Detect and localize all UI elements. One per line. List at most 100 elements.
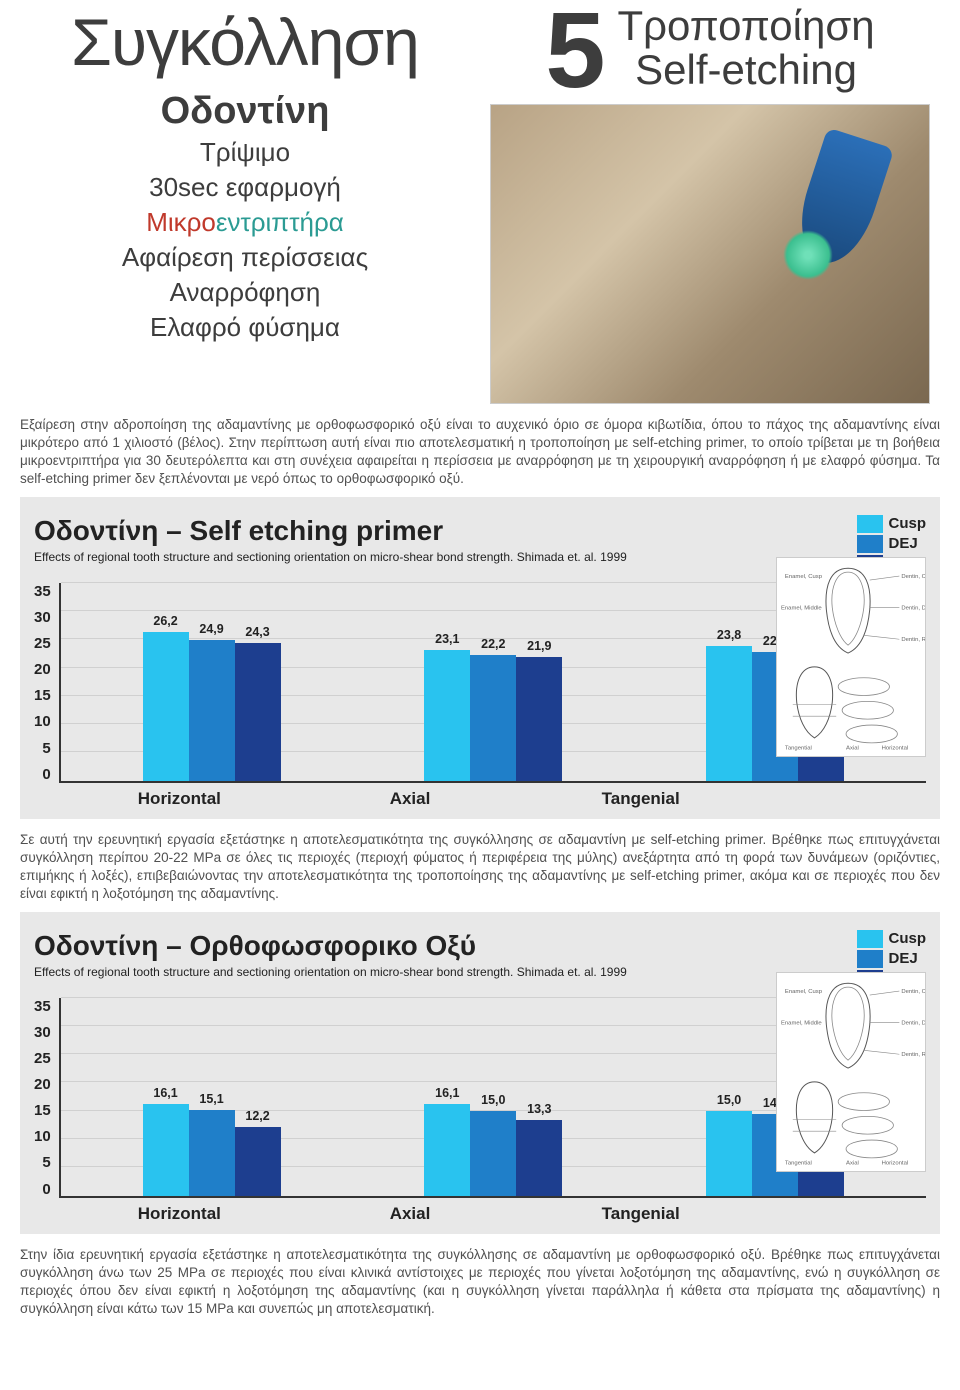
chart-title: Οδοντίνη – Self etching primer <box>34 515 627 547</box>
bar-value-label: 22,2 <box>470 637 516 651</box>
svg-text:Dentin, Root: Dentin, Root <box>901 1052 925 1058</box>
step-item: Μικροεντριπτήρα <box>20 205 470 240</box>
x-label: Tangenial <box>525 1198 756 1224</box>
clinical-photo <box>490 104 930 404</box>
bar-value-label: 16,1 <box>424 1086 470 1100</box>
bar: 15,0 <box>470 1111 516 1196</box>
bar-value-label: 15,0 <box>706 1093 752 1107</box>
svg-text:Dentin, DEJ: Dentin, DEJ <box>901 605 925 611</box>
chart-title: Οδοντίνη – Ορθοφωσφορικο Οξύ <box>34 930 627 962</box>
mod-title-line2: Self-etching <box>635 46 857 93</box>
svg-text:Enamel, Cusp: Enamel, Cusp <box>785 989 823 995</box>
bar-value-label: 23,1 <box>424 632 470 646</box>
legend-label: DEJ <box>889 950 918 967</box>
paragraph-1: Εξαίρεση στην αδροποίηση της αδαμαντίνης… <box>20 416 940 489</box>
bar-group: 16,115,013,3 <box>352 998 634 1196</box>
bar-group: 16,115,112,2 <box>71 998 353 1196</box>
bar-value-label: 13,3 <box>516 1102 562 1116</box>
x-label: Horizontal <box>64 783 295 809</box>
legend-item: DEJ <box>857 535 927 553</box>
number-title: 5 Τροποποίηση Self-etching <box>545 4 874 96</box>
y-tick: 0 <box>42 766 50 783</box>
bar-value-label: 21,9 <box>516 639 562 653</box>
steps-list: Τρίψιμο30sec εφαρμογήΜικροεντριπτήραΑφαί… <box>20 135 470 346</box>
y-tick: 25 <box>34 635 51 652</box>
legend-item: Cusp <box>857 515 927 533</box>
legend-item: Cusp <box>857 930 927 948</box>
y-tick: 35 <box>34 583 51 600</box>
legend-item: DEJ <box>857 950 927 968</box>
svg-text:Dentin, DEJ: Dentin, DEJ <box>901 1020 925 1026</box>
bar: 26,2 <box>143 632 189 780</box>
svg-text:Enamel, Middle: Enamel, Middle <box>781 605 822 611</box>
bar-group: 23,122,221,9 <box>352 583 634 781</box>
x-label: Axial <box>295 783 526 809</box>
step-item: Αναρρόφηση <box>20 275 470 310</box>
svg-text:Enamel, Cusp: Enamel, Cusp <box>785 574 823 580</box>
x-axis: HorizontalAxialTangenial <box>64 1198 756 1224</box>
x-label: Horizontal <box>64 1198 295 1224</box>
bar-value-label: 16,1 <box>143 1086 189 1100</box>
svg-text:Axial: Axial <box>846 745 859 751</box>
bar: 15,0 <box>706 1111 752 1196</box>
bar: 24,3 <box>235 643 281 780</box>
y-tick: 15 <box>34 1102 51 1119</box>
paragraph-2: Σε αυτή την ερευνητική εργασία εξετάστηκ… <box>20 831 940 904</box>
bar-value-label: 24,3 <box>235 625 281 639</box>
step-number: 5 <box>545 4 605 96</box>
y-axis: 35 30 25 20 15 10 5 0 <box>34 583 59 783</box>
y-tick: 15 <box>34 687 51 704</box>
bar: 23,1 <box>424 650 470 781</box>
svg-text:Dentin, Root: Dentin, Root <box>901 637 925 643</box>
bar-value-label: 26,2 <box>143 614 189 628</box>
svg-text:Dentin, Cusp: Dentin, Cusp <box>901 989 925 995</box>
legend-label: Cusp <box>889 930 927 947</box>
mod-title-line1: Τροποποίηση <box>617 2 874 49</box>
y-tick: 10 <box>34 713 51 730</box>
bar: 22,2 <box>470 655 516 781</box>
bar: 13,3 <box>516 1120 562 1195</box>
tooth-diagram: Dentin, Cusp Dentin, DEJ Dentin, Root En… <box>776 972 926 1172</box>
bar-value-label: 15,0 <box>470 1093 516 1107</box>
legend-label: Cusp <box>889 515 927 532</box>
paragraph-3: Στην ίδια ερευνητική εργασία εξετάστηκε … <box>20 1246 940 1319</box>
svg-text:Enamel, Middle: Enamel, Middle <box>781 1020 822 1026</box>
main-title: Συγκόλληση <box>20 4 470 80</box>
y-tick: 30 <box>34 1024 51 1041</box>
bar: 24,9 <box>189 640 235 781</box>
bar-value-label: 23,8 <box>706 628 752 642</box>
tooth-diagram: Dentin, Cusp Dentin, DEJ Dentin, Root En… <box>776 557 926 757</box>
step-item: 30sec εφαρμογή <box>20 170 470 205</box>
svg-text:Horizontal: Horizontal <box>882 745 909 751</box>
step-item: Ελαφρό φύσημα <box>20 310 470 345</box>
chart-phosphoric-acid: Οδοντίνη – Ορθοφωσφορικο Οξύ Effects of … <box>20 912 940 1234</box>
step-item: Αφαίρεση περίσσειας <box>20 240 470 275</box>
chart-subtitle: Effects of regional tooth structure and … <box>34 550 627 564</box>
y-tick: 5 <box>42 740 50 757</box>
y-tick: 5 <box>42 1154 50 1171</box>
bar: 21,9 <box>516 657 562 781</box>
svg-text:Tangential: Tangential <box>785 1160 812 1166</box>
y-tick: 20 <box>34 661 51 678</box>
svg-text:Horizontal: Horizontal <box>882 1160 909 1166</box>
x-axis: HorizontalAxialTangenial <box>64 783 756 809</box>
svg-text:Dentin, Cusp: Dentin, Cusp <box>901 574 925 580</box>
legend-label: DEJ <box>889 535 918 552</box>
chart-self-etching: Οδοντίνη – Self etching primer Effects o… <box>20 497 940 819</box>
svg-text:Axial: Axial <box>846 1160 859 1166</box>
x-label: Axial <box>295 1198 526 1224</box>
bar: 23,8 <box>706 646 752 781</box>
y-tick: 30 <box>34 609 51 626</box>
step-item: Τρίψιμο <box>20 135 470 170</box>
bar: 15,1 <box>189 1110 235 1195</box>
header: Συγκόλληση Οδοντίνη Τρίψιμο30sec εφαρμογ… <box>20 4 940 404</box>
y-tick: 20 <box>34 1076 51 1093</box>
y-tick: 25 <box>34 1050 51 1067</box>
y-axis: 35302520151050 <box>34 998 59 1198</box>
chart-subtitle: Effects of regional tooth structure and … <box>34 965 627 979</box>
bar-group: 26,224,924,3 <box>71 583 353 781</box>
bar-value-label: 15,1 <box>189 1092 235 1106</box>
header-right: 5 Τροποποίηση Self-etching <box>480 4 940 404</box>
modification-title: Τροποποίηση Self-etching <box>617 4 874 92</box>
sub-title: Οδοντίνη <box>20 90 470 133</box>
